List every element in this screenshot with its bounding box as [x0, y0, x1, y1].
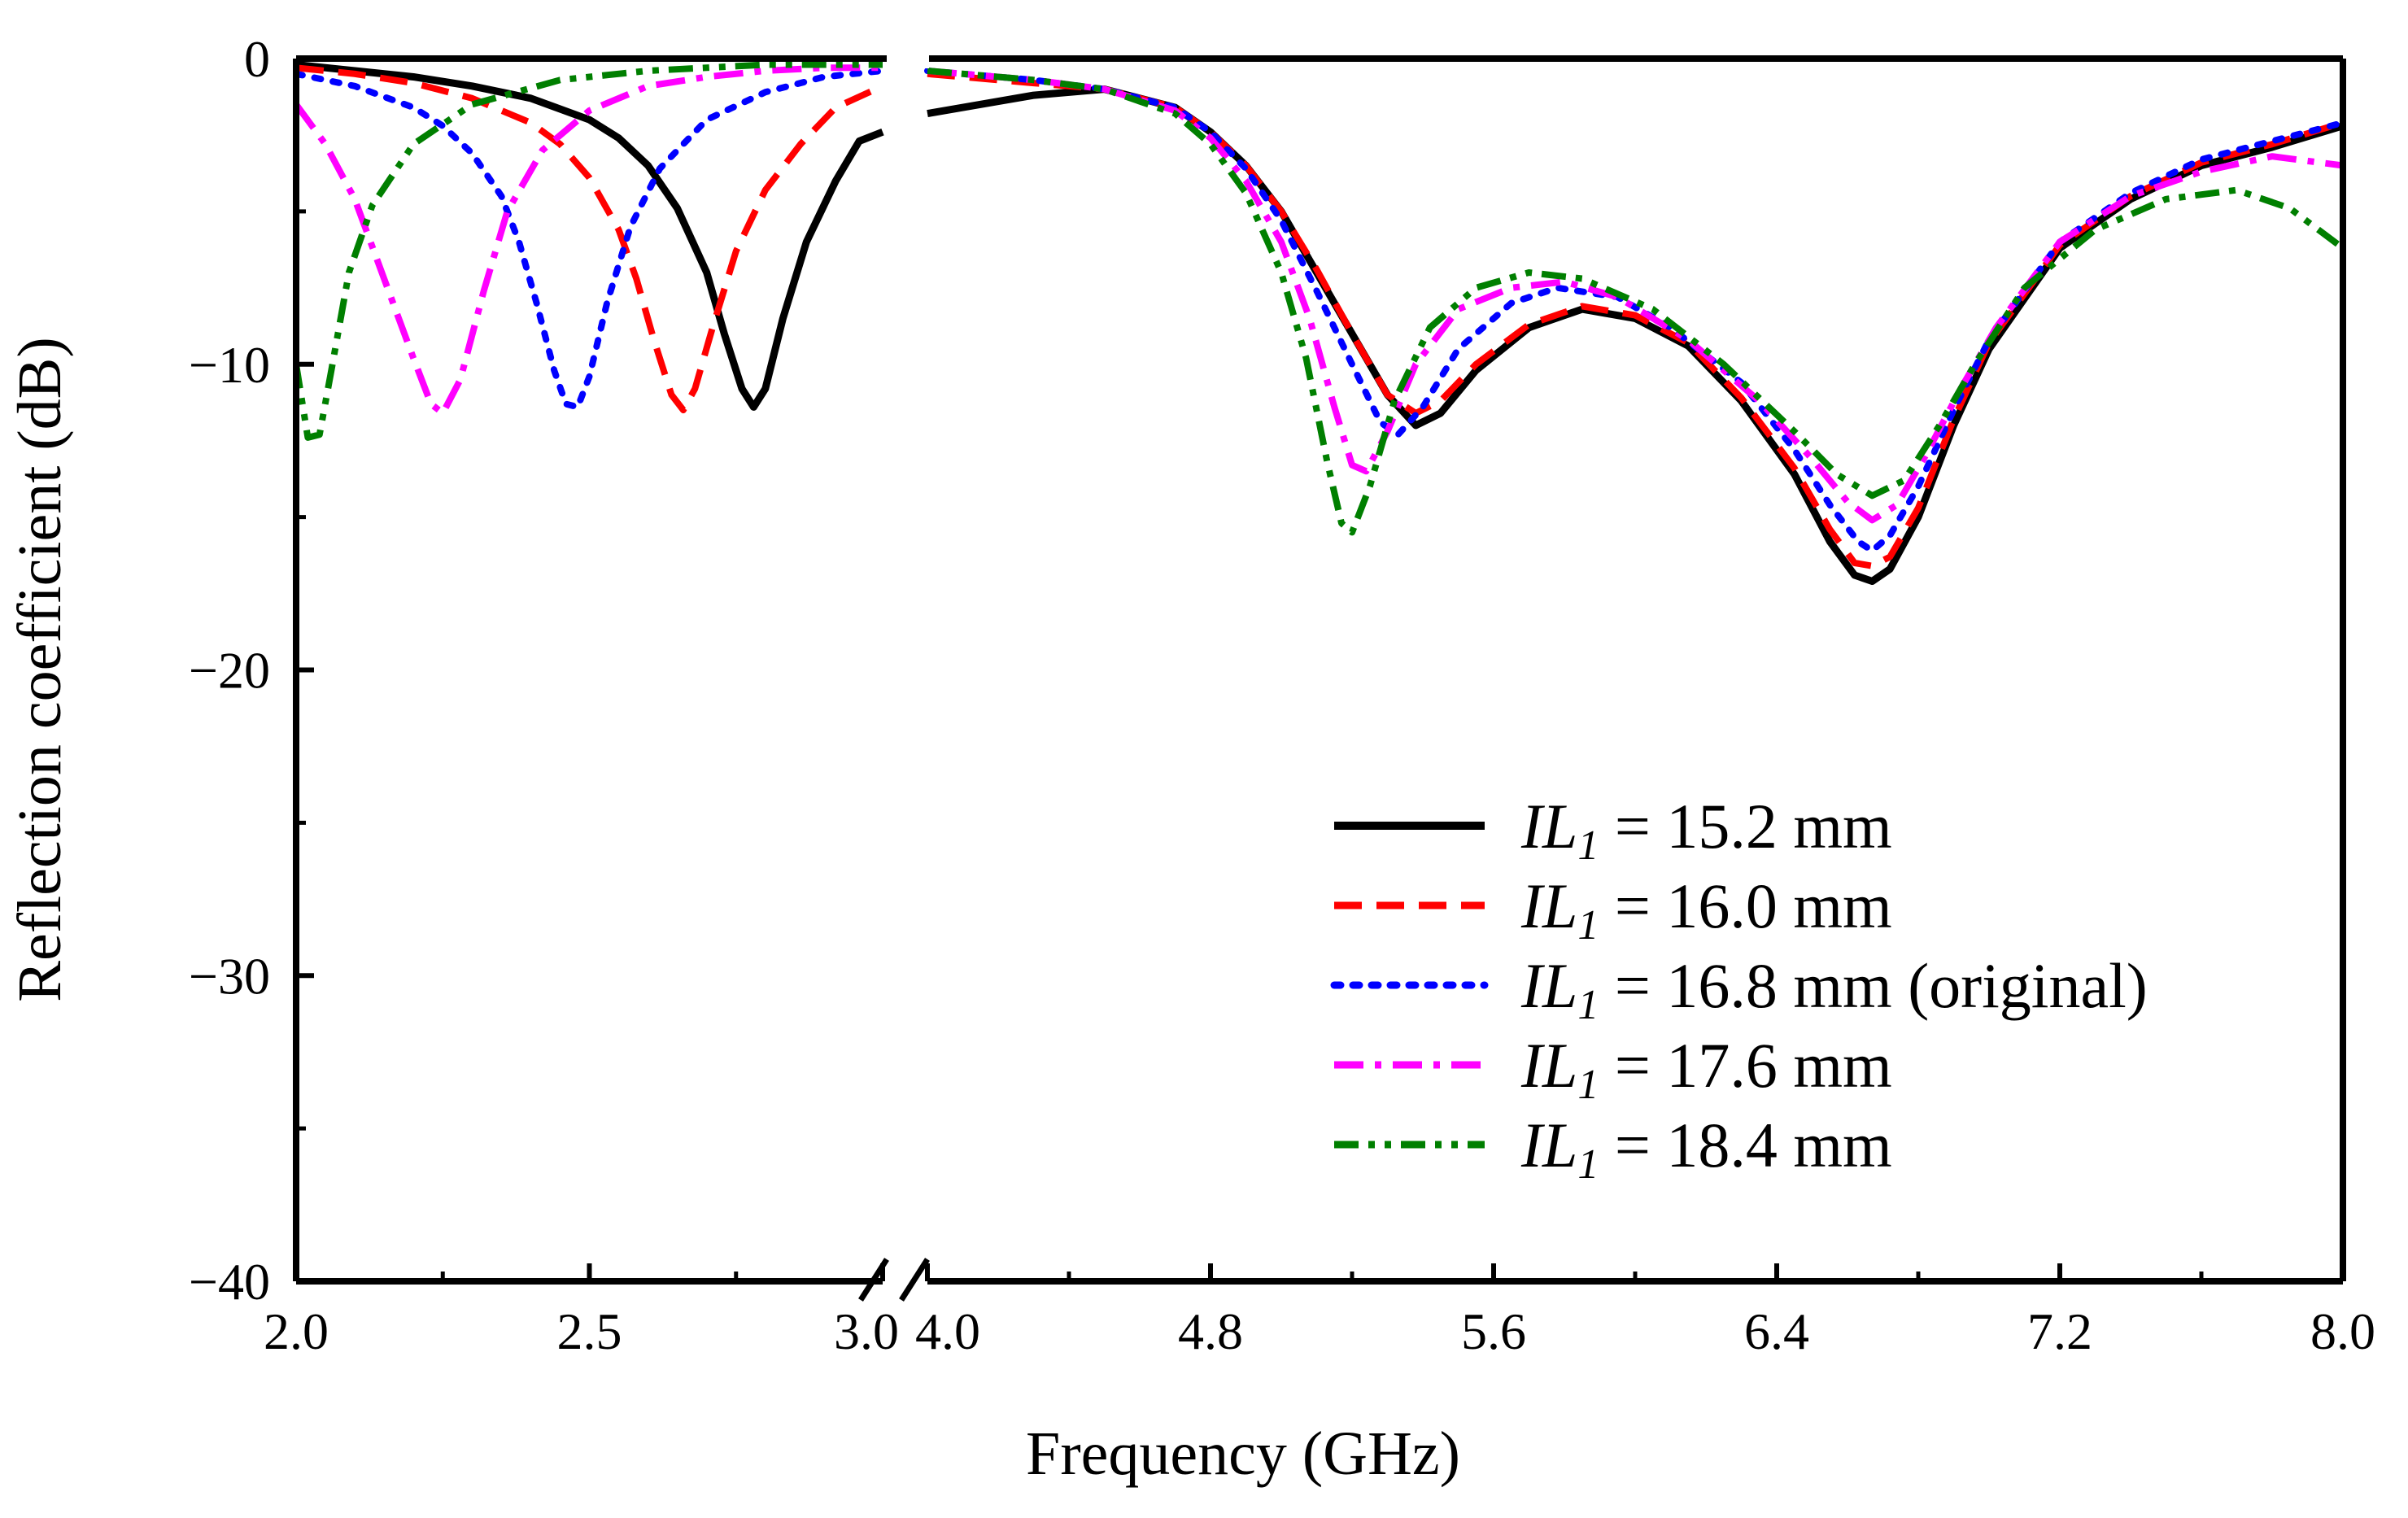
- legend-subscript: 1: [1577, 982, 1599, 1028]
- series-layer: [293, 61, 2346, 585]
- legend-subscript: 1: [1577, 902, 1599, 949]
- x-tick-label: 6.4: [1744, 1302, 1809, 1360]
- legend-rest: = 16.8 mm (original): [1599, 950, 2147, 1021]
- legend-rest: = 18.4 mm: [1599, 1110, 1891, 1180]
- legend-rest: = 16.0 mm: [1599, 870, 1891, 941]
- x-tick-label: 7.2: [2027, 1302, 2092, 1360]
- legend-subscript: 1: [1577, 822, 1599, 869]
- x-axis-title: Frequency (GHz): [1026, 1420, 1460, 1488]
- y-tick-label: 0: [244, 30, 270, 88]
- legend-italic: IL: [1520, 791, 1577, 862]
- legend-rest: = 17.6 mm: [1599, 1030, 1891, 1101]
- series-4-line-left: [293, 64, 883, 417]
- legend-label-5: IL1 = 18.4 mm: [1520, 1110, 1892, 1188]
- legend-italic: IL: [1520, 950, 1577, 1021]
- series-1-line-left: [295, 61, 884, 411]
- legend-italic: IL: [1520, 1110, 1577, 1180]
- legend-label-3: IL1 = 16.8 mm (original): [1520, 950, 2148, 1028]
- legend-subscript: 1: [1577, 1141, 1599, 1188]
- x-tick-label: 2.0: [264, 1302, 329, 1360]
- x-tick-label: 4.0: [915, 1302, 980, 1360]
- legend-label-1: IL1 = 15.2 mm: [1520, 791, 1892, 869]
- legend-label-4: IL1 = 17.6 mm: [1520, 1030, 1892, 1108]
- legend-subscript: 1: [1577, 1062, 1599, 1108]
- series-5-line-left: [293, 61, 883, 441]
- legend-italic: IL: [1520, 1030, 1577, 1101]
- series-2-line-left: [295, 64, 884, 414]
- x-tick-label: 3.0: [834, 1302, 899, 1360]
- series-5: [293, 61, 2345, 536]
- y-tick-label: −10: [189, 336, 270, 394]
- x-tick-label: 8.0: [2310, 1302, 2375, 1360]
- top-break-gap: [887, 49, 929, 68]
- x-tick-label: 5.6: [1461, 1302, 1526, 1360]
- series-5-line-right: [927, 68, 2345, 536]
- y-axis-title: Reflection coefficient (dB): [6, 337, 74, 1001]
- y-tick-label: −30: [189, 947, 270, 1005]
- y-tick-label: −20: [189, 642, 270, 700]
- x-tick-label: 4.8: [1178, 1302, 1243, 1360]
- legend-rest: = 15.2 mm: [1599, 791, 1891, 862]
- break-slash-right: [899, 1258, 930, 1302]
- legend-label-2: IL1 = 16.0 mm: [1520, 870, 1892, 949]
- axis-layer: 0 −10 −20 −30 −402.0 2.5 3.0 4.0 4.8 5.6 6.4 7.2 8.0: [189, 30, 2375, 1360]
- series-3-line-left: [293, 68, 886, 411]
- y-tick-label: −40: [189, 1253, 270, 1311]
- x-tick-label: 2.5: [557, 1302, 622, 1360]
- legend-italic: IL: [1520, 870, 1577, 941]
